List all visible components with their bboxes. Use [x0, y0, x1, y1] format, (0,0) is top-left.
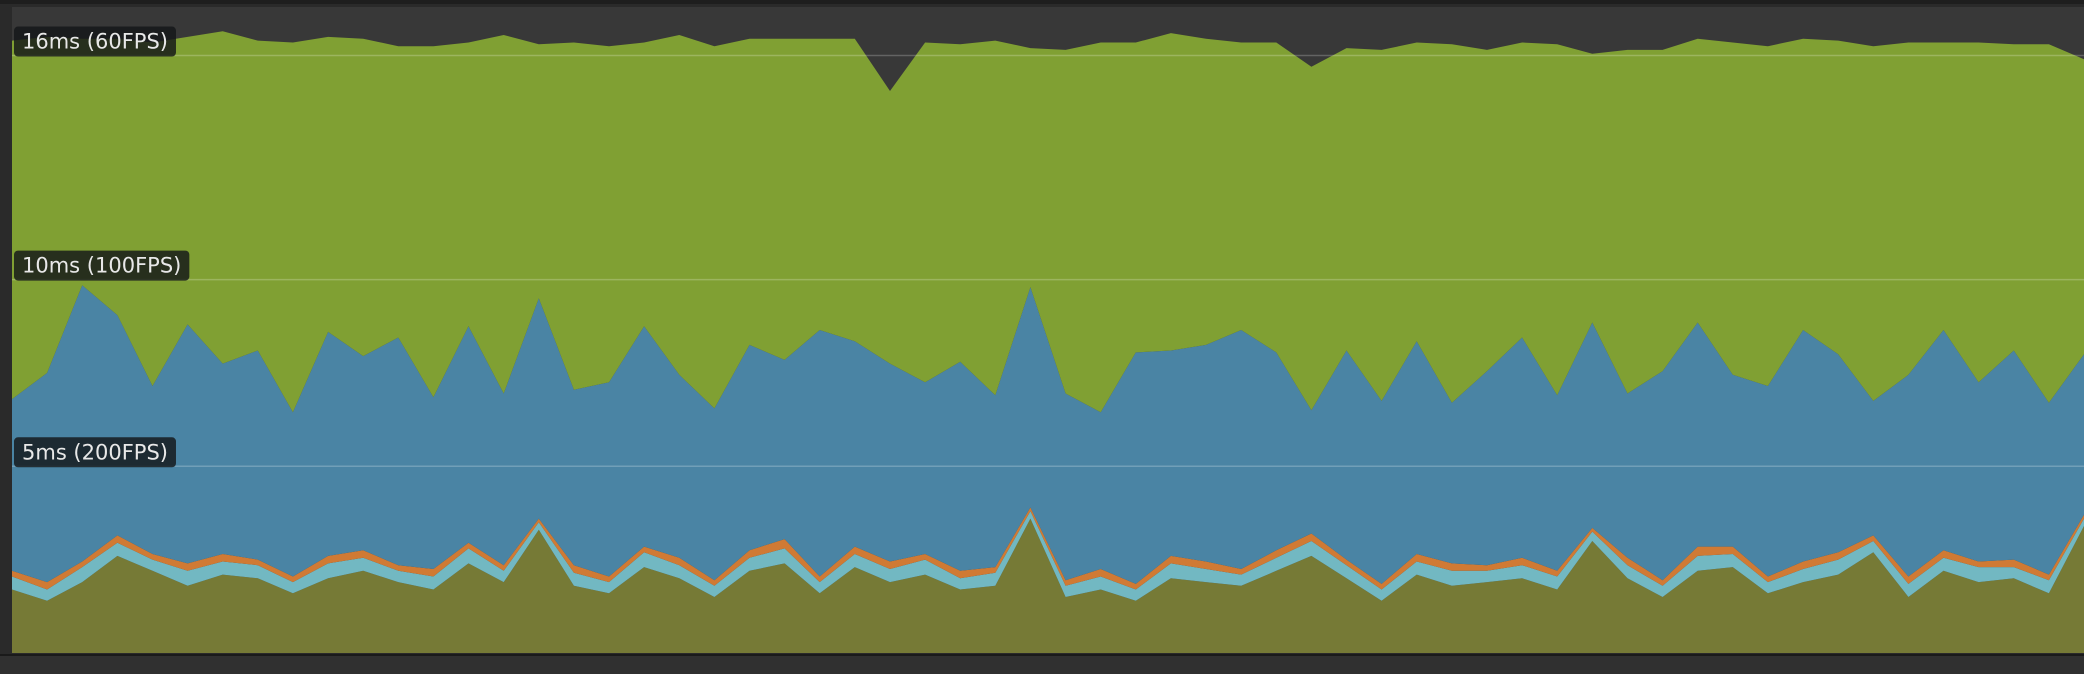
stacked-area — [12, 31, 2084, 413]
y-tick-label: 5ms (200FPS) — [22, 440, 168, 464]
tick-labels: 5ms (200FPS) 10ms (100FPS) 16ms (60FPS) — [14, 26, 190, 468]
tick-label-background — [14, 26, 176, 57]
tick-label-background — [14, 437, 176, 468]
tick-label-background — [14, 250, 190, 281]
bottom-bar — [0, 655, 2084, 674]
y-tick-label: 10ms (100FPS) — [22, 254, 181, 278]
stacked-area — [12, 285, 2084, 584]
areas — [12, 31, 2084, 653]
y-tick-label: 16ms (60FPS) — [22, 30, 168, 54]
stacked-area — [12, 518, 2084, 653]
grid — [12, 54, 2084, 468]
stacked-area — [12, 511, 2084, 601]
top-bar — [0, 0, 2084, 4]
